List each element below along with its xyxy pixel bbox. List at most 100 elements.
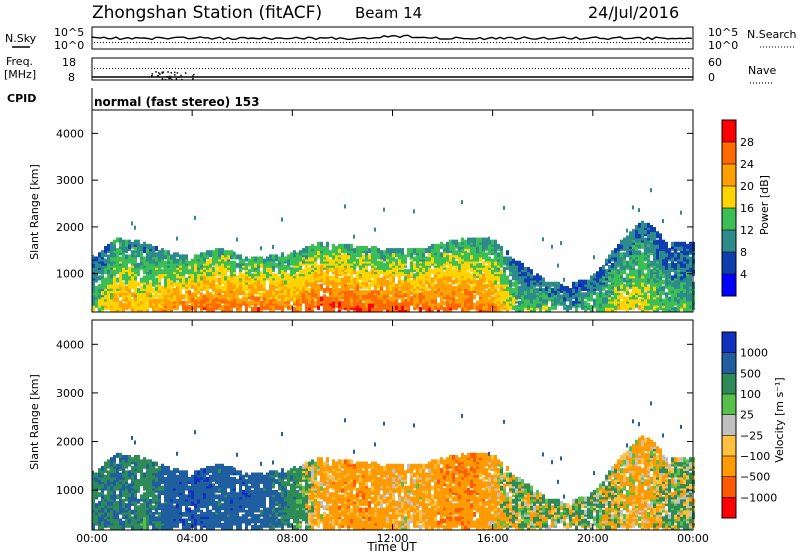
nsearch-dot	[145, 42, 146, 43]
rti-cell	[305, 281, 308, 287]
rti-cell	[179, 258, 182, 264]
rti-cell	[254, 307, 257, 312]
rti-cell	[428, 300, 431, 306]
rti-cell	[206, 275, 209, 281]
rti-cell	[437, 302, 440, 308]
rti-cell	[281, 252, 284, 258]
nsearch-dot	[301, 42, 302, 43]
rti-cell	[146, 267, 149, 273]
rti-cell	[143, 492, 146, 498]
nsearch-dot	[376, 42, 377, 43]
rti-cell	[200, 252, 203, 258]
rti-cell	[113, 492, 116, 498]
rti-cell	[416, 275, 419, 281]
rti-cell	[662, 219, 664, 224]
rti-cell	[215, 262, 218, 268]
rti-cell	[98, 485, 101, 491]
freq-unit-label: [MHz]	[4, 68, 36, 81]
nsearch-dot	[466, 42, 467, 43]
rti-cell	[656, 290, 659, 296]
nsearch-dot	[226, 42, 227, 43]
rti-cell	[506, 279, 509, 285]
rti-cell	[155, 252, 158, 258]
rti-cell	[197, 296, 200, 302]
rti-cell	[587, 290, 590, 296]
rti-cell	[407, 252, 410, 258]
rti-cell	[125, 487, 128, 493]
rti-cell	[350, 296, 353, 302]
rti-cell	[533, 294, 536, 300]
rti-cell	[347, 258, 350, 264]
rti-cell	[323, 294, 326, 300]
rti-cell	[110, 494, 113, 500]
rti-cell	[182, 300, 185, 306]
rti-cell	[587, 279, 590, 285]
rti-cell	[362, 290, 365, 296]
rti-cell	[425, 307, 428, 312]
rti-cell	[479, 292, 482, 298]
rti-cell	[590, 292, 593, 298]
nsearch-dot	[685, 42, 686, 43]
rti-cell	[92, 470, 94, 475]
rti-cell	[155, 298, 158, 304]
rti-cell	[638, 304, 641, 310]
nave-dot	[202, 68, 203, 69]
nsearch-dot	[217, 42, 218, 43]
rti-cell	[446, 285, 449, 291]
rti-cell	[242, 258, 245, 264]
rti-cell	[344, 204, 346, 209]
rti-cell	[143, 520, 146, 526]
rti-cell	[479, 302, 482, 308]
rti-cell	[140, 494, 143, 500]
nsearch-dot	[427, 42, 428, 43]
rti-cell	[347, 243, 350, 249]
rti-cell	[509, 279, 512, 285]
nsearch-dot	[127, 42, 128, 43]
rti-cell	[125, 258, 128, 264]
rti-cell	[614, 252, 617, 258]
rti-cell	[542, 288, 545, 294]
nave-dot	[478, 68, 479, 69]
rti-cell	[401, 271, 404, 277]
rti-cell	[209, 258, 212, 264]
rti-cell	[422, 248, 425, 254]
nsearch-dot	[667, 42, 668, 43]
rti-cell	[515, 260, 518, 266]
nsky-label: N.Sky	[5, 32, 37, 45]
rti-cell	[392, 307, 395, 312]
rti-cell	[107, 485, 110, 491]
rti-cell	[257, 296, 260, 302]
nsky-trace	[91, 34, 693, 43]
nsearch-dot	[649, 42, 650, 43]
rti-cell	[383, 207, 385, 212]
nave-dot	[664, 68, 665, 69]
rti-cell	[479, 277, 482, 283]
power-colorbar-label: Power [dB]	[758, 175, 771, 235]
rti-cell	[395, 258, 398, 264]
rti-cell	[296, 273, 299, 279]
rti-cell	[155, 277, 158, 283]
rti-cell	[320, 264, 323, 270]
rti-cell	[155, 256, 158, 262]
nave-dot	[355, 68, 356, 69]
rti-cell	[257, 256, 260, 262]
rti-cell	[107, 275, 110, 281]
rti-cell	[392, 294, 395, 300]
nave-dot	[121, 68, 122, 69]
rti-cell	[149, 264, 152, 270]
nave-dot	[325, 68, 326, 69]
rti-cell	[623, 269, 626, 275]
colorbar-tick-label: 12	[740, 224, 754, 237]
nave-dot	[286, 68, 287, 69]
rti-cell	[503, 256, 506, 262]
rti-cell	[188, 290, 191, 296]
rti-cell	[305, 254, 308, 260]
nave-dot	[568, 68, 569, 69]
rti-cell	[134, 239, 137, 245]
rti-cell	[98, 283, 101, 289]
rti-cell	[644, 262, 647, 268]
nave-dot	[136, 68, 137, 69]
rti-cell	[440, 277, 443, 283]
rti-cell	[410, 300, 413, 306]
nave-dot	[517, 68, 518, 69]
